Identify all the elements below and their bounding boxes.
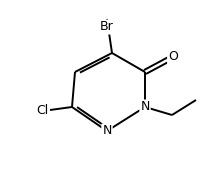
Text: N: N [102, 124, 112, 138]
Text: O: O [168, 50, 178, 64]
Text: Cl: Cl [36, 104, 48, 116]
Text: Br: Br [100, 21, 114, 33]
Text: N: N [140, 100, 150, 114]
